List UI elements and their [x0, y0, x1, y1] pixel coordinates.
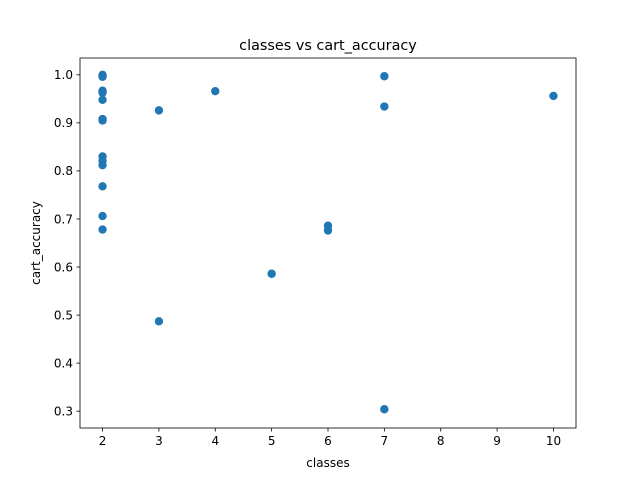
x-tick-label: 2	[99, 434, 107, 448]
y-tick-label: 0.4	[54, 356, 73, 370]
data-point	[98, 72, 107, 81]
data-point	[380, 405, 389, 414]
y-tick-label: 0.7	[54, 212, 73, 226]
y-tick-label: 0.5	[54, 308, 73, 322]
points-layer	[98, 70, 558, 414]
data-point	[98, 88, 107, 97]
data-point	[380, 102, 389, 111]
data-point	[98, 95, 107, 105]
y-ticks: 0.3 0.4 0.5 0.6 0.7 0.8 0.9 1.0	[54, 68, 80, 418]
data-point	[549, 91, 558, 101]
data-point	[211, 86, 220, 96]
chart-title: classes vs cart_accuracy	[239, 38, 417, 54]
y-tick-label: 0.6	[54, 260, 73, 274]
y-axis-label: cart_accuracy	[29, 201, 43, 285]
data-point	[380, 72, 389, 81]
x-tick-label: 9	[493, 434, 501, 448]
y-tick-label: 0.9	[54, 116, 73, 130]
data-point	[154, 317, 164, 326]
data-point	[98, 211, 107, 221]
x-axis-label: classes	[306, 456, 349, 470]
y-tick-label: 0.3	[54, 404, 73, 418]
y-tick-label: 1.0	[54, 68, 73, 82]
y-tick-label: 0.8	[54, 164, 73, 178]
x-tick-label: 4	[211, 434, 219, 448]
x-tick-label: 5	[268, 434, 276, 448]
x-tick-label: 8	[437, 434, 445, 448]
x-tick-label: 3	[155, 434, 163, 448]
x-tick-label: 6	[324, 434, 332, 448]
x-tick-label: 7	[381, 434, 389, 448]
data-point	[98, 160, 107, 170]
x-ticks: 2 3 4 5 6 7 8 9 10	[99, 428, 561, 448]
data-point	[323, 226, 333, 235]
x-tick-label: 10	[546, 434, 561, 448]
plot-area	[80, 58, 576, 428]
data-point	[98, 116, 107, 125]
data-point	[98, 182, 107, 191]
data-point	[98, 225, 107, 234]
data-point	[267, 269, 276, 278]
data-point	[154, 106, 164, 115]
